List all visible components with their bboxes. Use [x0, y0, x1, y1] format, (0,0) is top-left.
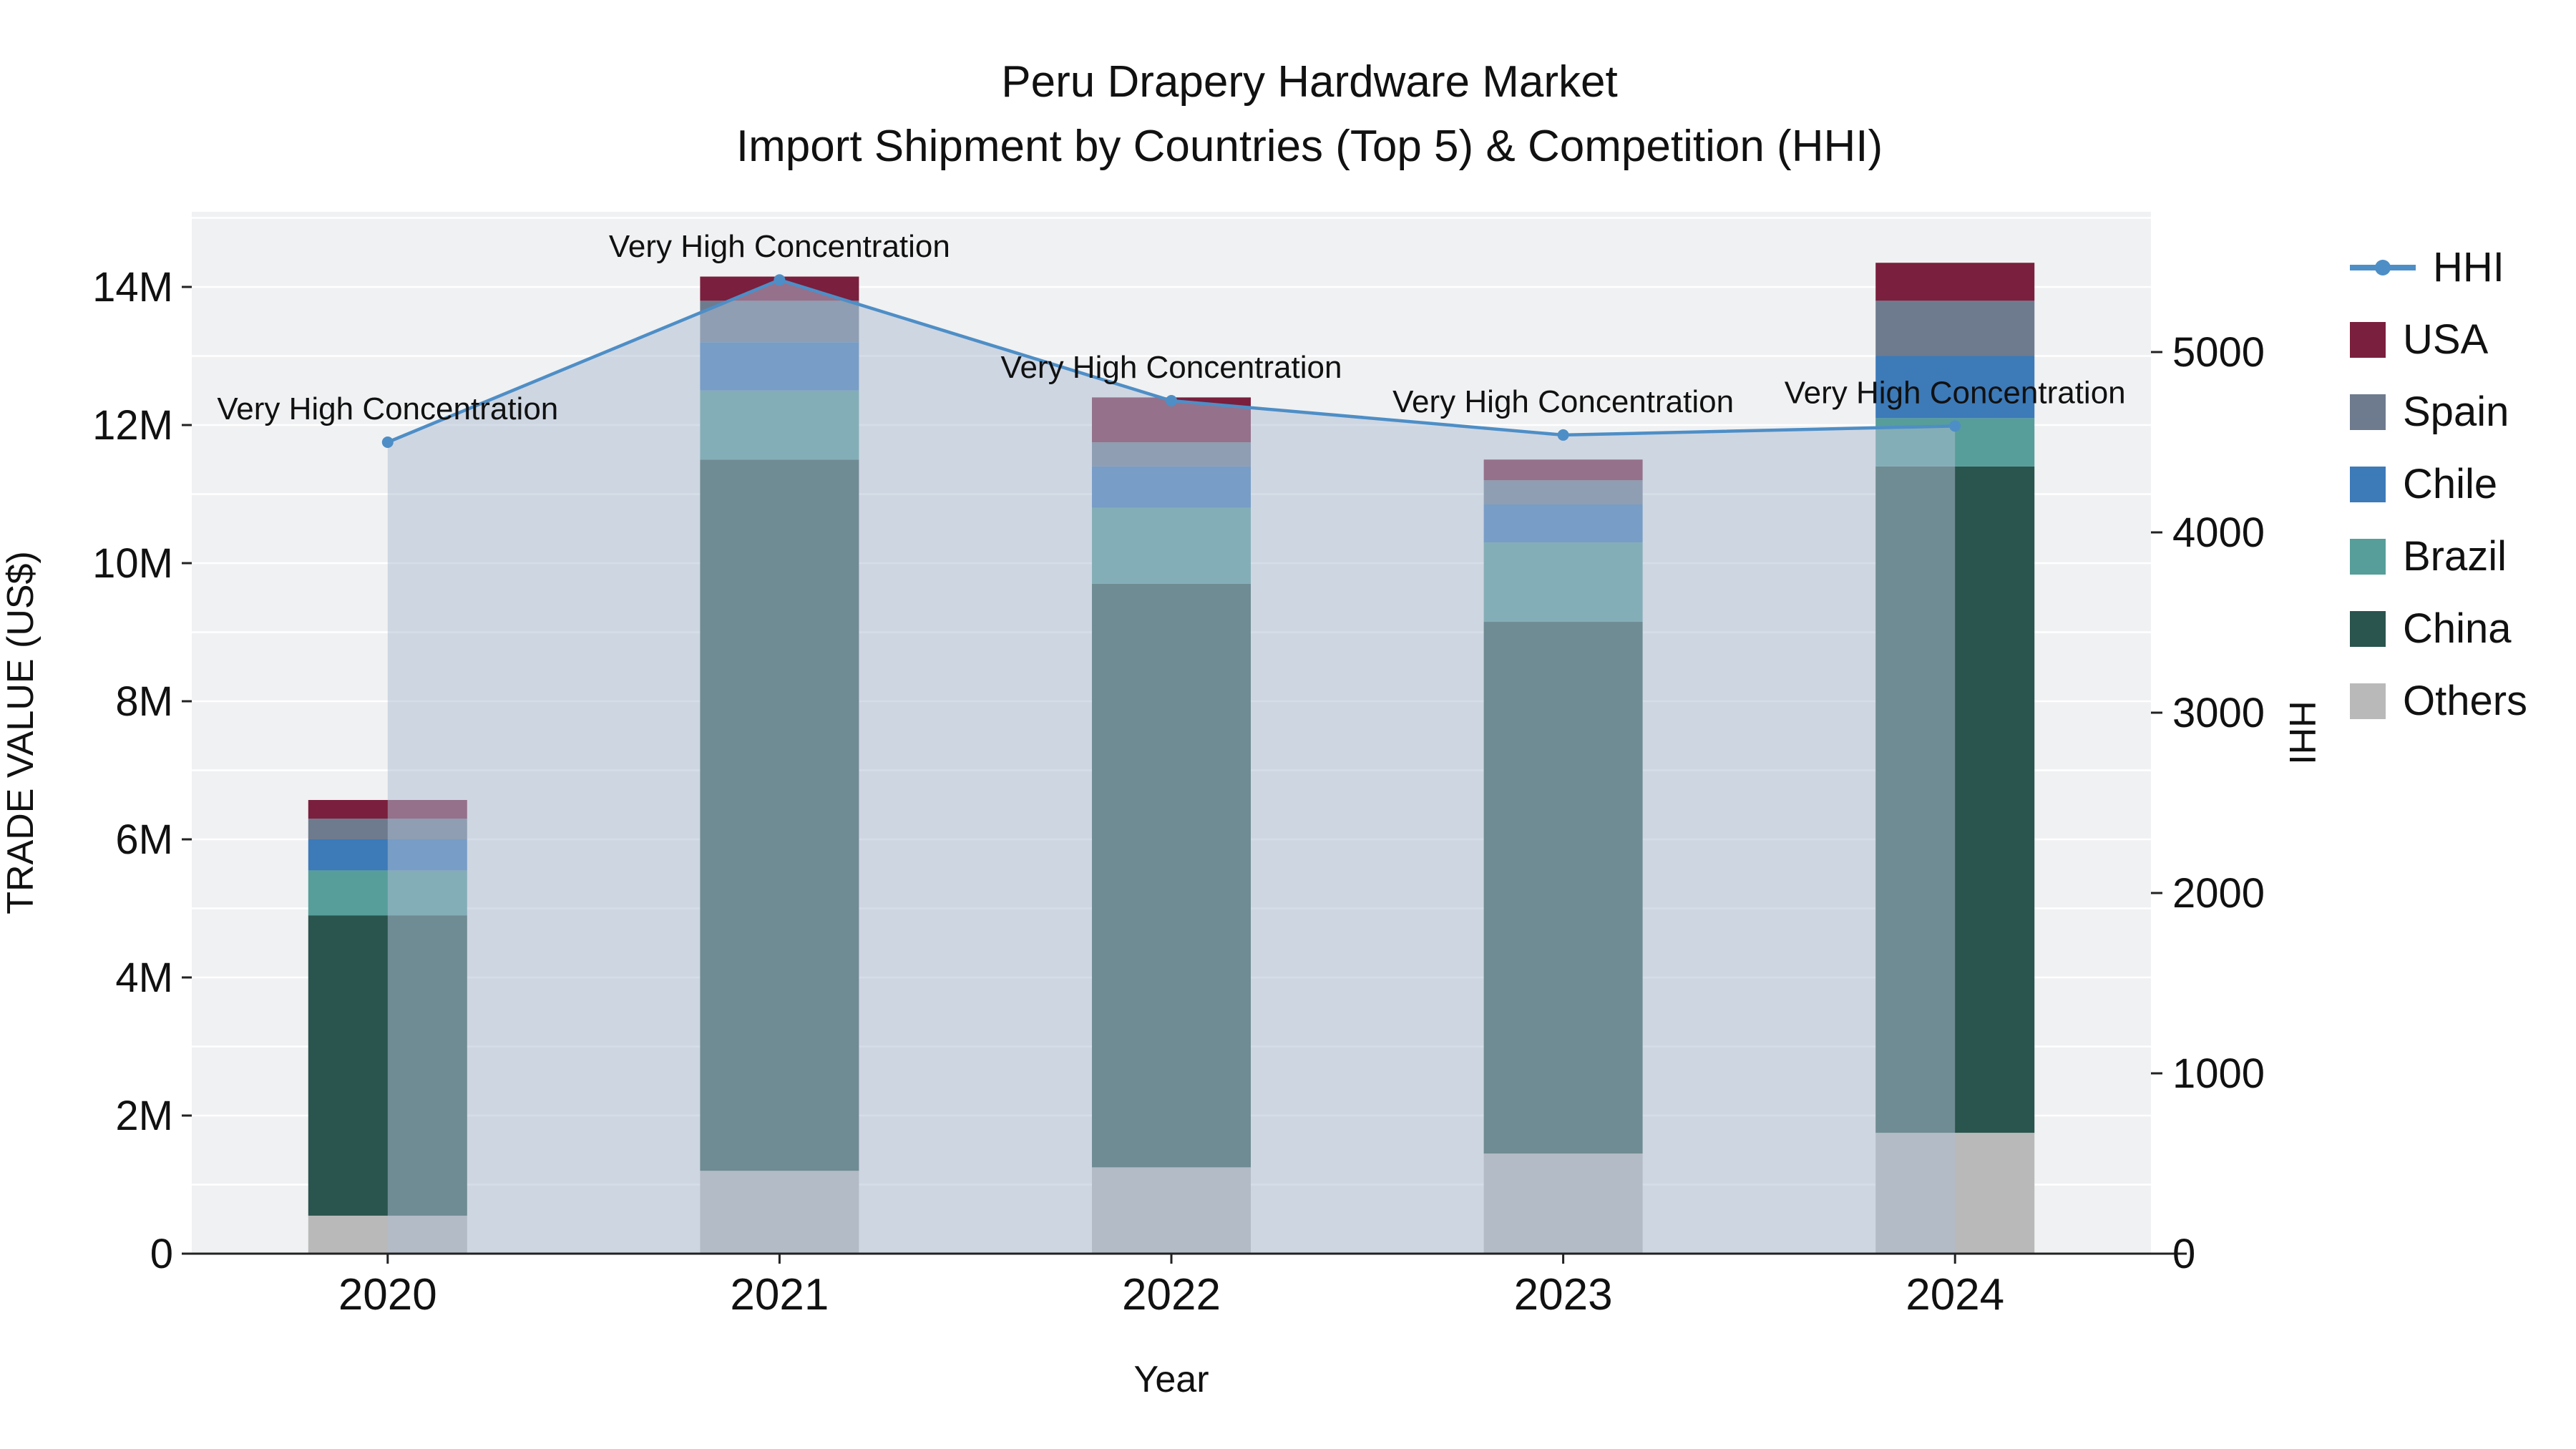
y-axis-title-left: TRADE VALUE (US$): [0, 551, 42, 914]
hhi-marker-2021[interactable]: [774, 274, 786, 286]
legend-label: Others: [2403, 678, 2528, 724]
right-tick-label: 4000: [2172, 509, 2265, 556]
y-axis-title-right: HHI: [2281, 701, 2323, 765]
legend-swatch: [2350, 321, 2386, 358]
x-tick-label-2021: 2021: [730, 1270, 829, 1319]
left-tick-label: 14M: [92, 264, 173, 311]
legend-swatch: [2350, 610, 2386, 647]
bar-segment-spain-2024[interactable]: [1875, 301, 2035, 356]
legend-item-hhi[interactable]: HHI: [2350, 243, 2527, 291]
legend-swatch: [2350, 538, 2386, 575]
legend-item-spain[interactable]: Spain: [2350, 388, 2527, 436]
annotation-2020: Very High Concentration: [217, 391, 558, 426]
right-tick-label: 2000: [2172, 870, 2265, 917]
left-axis: 0 2M 4M 6M 8M 10M 12M 14M: [92, 264, 192, 1277]
legend-label: China: [2403, 605, 2512, 652]
x-axis-labels: 2020 2021 2022 2023 2024: [338, 1254, 2004, 1319]
annotation-2021: Very High Concentration: [609, 229, 950, 264]
legend-item-brazil[interactable]: Brazil: [2350, 532, 2527, 580]
legend-label: HHI: [2433, 244, 2504, 291]
x-tick-label-2023: 2023: [1514, 1270, 1613, 1319]
legend-line-dot-icon: [2375, 259, 2391, 275]
left-tick-label: 4M: [115, 955, 173, 1001]
chart-title-line1: Peru Drapery Hardware Market: [1001, 57, 1618, 107]
hhi-marker-2024[interactable]: [1949, 420, 1961, 432]
annotation-2024: Very High Concentration: [1785, 375, 2126, 410]
chart-title-line2: Import Shipment by Countries (Top 5) & C…: [736, 121, 1883, 171]
hhi-area-fill: [387, 280, 1956, 1254]
legend-label: Brazil: [2403, 533, 2507, 580]
legend-item-chile[interactable]: Chile: [2350, 460, 2527, 508]
right-tick-label: 5000: [2172, 329, 2265, 376]
x-axis-title: Year: [1133, 1359, 1209, 1400]
right-tick-label: 0: [2172, 1231, 2195, 1277]
left-tick-label: 12M: [92, 402, 173, 449]
bar-segment-chile-2024[interactable]: [1875, 356, 2035, 419]
legend-label: Chile: [2403, 461, 2498, 507]
annotation-2022: Very High Concentration: [1001, 350, 1342, 385]
bar-segment-usa-2024[interactable]: [1875, 263, 2035, 301]
right-axis: 0 1000 2000 3000 4000 5000: [2151, 329, 2265, 1277]
x-tick-label-2022: 2022: [1122, 1270, 1221, 1319]
legend-label: Spain: [2403, 389, 2509, 435]
legend-swatch: [2350, 466, 2386, 502]
right-tick-label: 1000: [2172, 1050, 2265, 1097]
left-tick-label: 8M: [115, 678, 173, 725]
left-tick-label: 0: [150, 1231, 173, 1277]
left-tick-label: 10M: [92, 540, 173, 587]
left-tick-label: 2M: [115, 1093, 173, 1139]
x-tick-label-2020: 2020: [338, 1270, 437, 1319]
legend-item-others[interactable]: Others: [2350, 677, 2527, 725]
hhi-marker-2020[interactable]: [381, 436, 394, 448]
right-tick-label: 3000: [2172, 690, 2265, 736]
annotation-2023: Very High Concentration: [1392, 384, 1734, 419]
chart-title: Peru Drapery Hardware Market Import Ship…: [0, 50, 2576, 179]
legend-swatch: [2350, 394, 2386, 430]
legend-label: USA: [2403, 316, 2489, 363]
legend-item-china[interactable]: China: [2350, 605, 2527, 653]
hhi-marker-2022[interactable]: [1166, 395, 1177, 407]
legend: HHI USA Spain Chile Brazil China Others: [2350, 243, 2527, 725]
legend-line-marker-icon: [2350, 259, 2416, 275]
x-tick-label-2024: 2024: [1906, 1270, 2004, 1319]
hhi-marker-2023[interactable]: [1557, 429, 1569, 441]
left-tick-label: 6M: [115, 816, 173, 863]
legend-swatch: [2350, 683, 2386, 719]
legend-item-usa[interactable]: USA: [2350, 316, 2527, 364]
